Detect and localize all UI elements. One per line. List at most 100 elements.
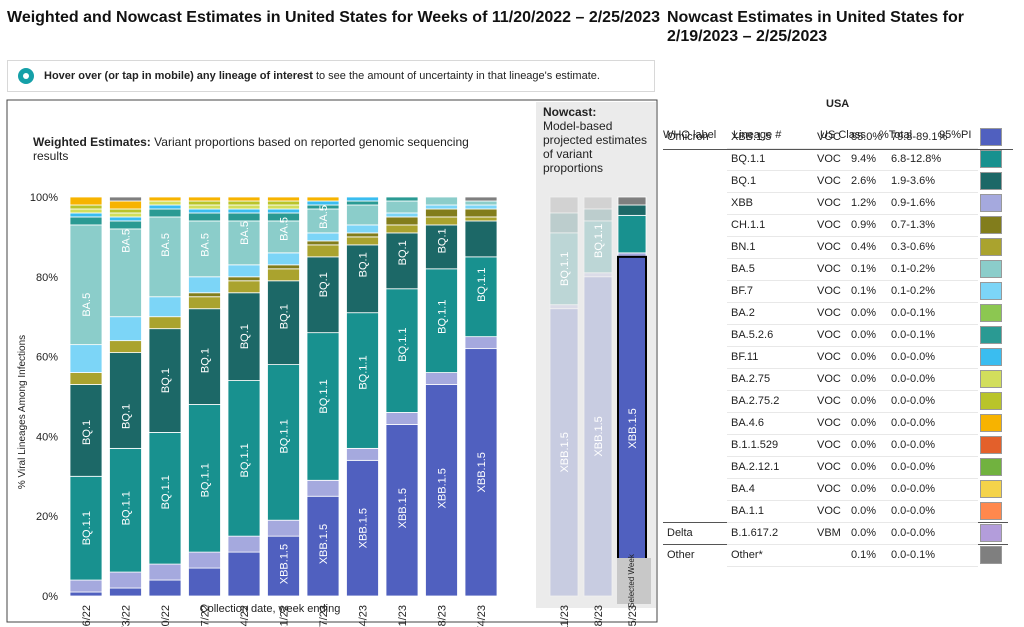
nowcast-bar-segment-bq-1[interactable] <box>549 212 579 234</box>
weighted-bar-segment-xbb-1-5[interactable] <box>227 551 261 597</box>
lineage-row[interactable]: BA.2.75 VOC 0.0% 0.0-0.0% <box>663 368 1008 391</box>
weighted-bar-segment-ba-2-75-2[interactable] <box>109 208 142 214</box>
weighted-bar-segment-bf-7[interactable] <box>109 316 142 342</box>
weighted-bar-segment-ba-2-75[interactable] <box>227 204 261 210</box>
nowcast-bar-segment-xbb-1-5[interactable] <box>549 308 579 597</box>
lineage-row[interactable]: XBB VOC 1.2% 0.9-1.6% <box>663 192 1008 215</box>
nowcast-bar-segment-bq-1[interactable] <box>617 204 647 216</box>
weighted-bar-segment-bf-11[interactable] <box>346 196 379 202</box>
weighted-bar-segment-ba-5[interactable] <box>464 200 498 206</box>
lineage-row[interactable]: BA.5 VOC 0.1% 0.1-0.2% <box>663 258 1008 281</box>
weighted-bar-segment-bf-11[interactable] <box>188 208 221 214</box>
weighted-bar-segment-bq-1-1[interactable] <box>188 404 221 553</box>
lineage-row[interactable]: BQ.1 VOC 2.6% 1.9-3.6% <box>663 170 1008 193</box>
lineage-row[interactable]: Other Other* 0.1% 0.0-0.1% <box>663 543 1008 567</box>
nowcast-bar-segment-other[interactable] <box>549 196 579 214</box>
lineage-row[interactable]: BA.4.6 VOC 0.0% 0.0-0.0% <box>663 412 1008 435</box>
weighted-bar-segment-xbb-1-5[interactable] <box>188 567 221 597</box>
weighted-bar-segment-ba-5[interactable] <box>346 204 379 226</box>
weighted-bar-segment-xbb[interactable] <box>69 579 103 593</box>
weighted-bar-segment-bf-11[interactable] <box>109 216 142 222</box>
weighted-bar-segment-xbb[interactable] <box>425 372 458 385</box>
weighted-bar-segment-ch-1-1[interactable] <box>227 276 261 282</box>
lineage-row[interactable]: B.1.1.529 VOC 0.0% 0.0-0.0% <box>663 434 1008 457</box>
weighted-bar-segment-bn-1[interactable] <box>346 236 379 246</box>
weighted-bar-segment-bq-1-1[interactable] <box>148 432 182 565</box>
weighted-bar-segment-bq-1-1[interactable] <box>346 312 379 449</box>
nowcast-bar-segment-bq-1-1[interactable] <box>583 220 613 274</box>
weighted-bar-segment-bq-1[interactable] <box>306 256 340 334</box>
weighted-bar-segment-bn-1[interactable] <box>69 372 103 385</box>
weighted-bar-segment-xbb-1-5[interactable] <box>346 459 379 597</box>
weighted-bar-segment-xbb[interactable] <box>227 535 261 553</box>
weighted-bar-segment-ba-5[interactable] <box>148 216 182 298</box>
lineage-row[interactable]: Omicron XBB.1.5 VOC 85.0% 79.8-89.1% <box>663 126 1008 149</box>
selected-week-tag[interactable] <box>617 558 651 604</box>
weighted-bar-segment-bf-7[interactable] <box>385 212 419 218</box>
weighted-bar-segment-bn-1[interactable] <box>227 280 261 294</box>
weighted-bar-segment-bq-1[interactable] <box>267 280 300 365</box>
weighted-bar-segment-ba-2-75[interactable] <box>188 204 221 210</box>
weighted-bar-segment-bn-1[interactable] <box>385 224 419 234</box>
nowcast-bar-segment-xbb[interactable] <box>583 272 613 278</box>
weighted-bar-segment-xbb[interactable] <box>148 563 182 581</box>
weighted-bar-segment-xbb[interactable] <box>385 412 419 425</box>
weighted-bar-segment-ba-4-6[interactable] <box>227 196 261 202</box>
weighted-bar-segment-ch-1-1[interactable] <box>385 216 419 226</box>
lineage-row[interactable]: BA.2.12.1 VOC 0.0% 0.0-0.0% <box>663 456 1008 479</box>
weighted-bar-segment-ba-2-75-2[interactable] <box>227 200 261 206</box>
weighted-bar-segment-ba-2-75[interactable] <box>69 208 103 214</box>
nowcast-bar-segment-bq-1-1[interactable] <box>617 214 647 254</box>
weighted-bar-segment-xbb-1-5[interactable] <box>69 591 103 597</box>
nowcast-bar-segment-bq-1-1[interactable] <box>549 232 579 306</box>
weighted-bar-segment-bn-1[interactable] <box>148 316 182 330</box>
weighted-bar-segment-ch-1-1[interactable] <box>346 232 379 238</box>
weighted-bar-segment-ba-4-6[interactable] <box>306 196 340 202</box>
weighted-bar-segment-ba-4-6[interactable] <box>188 196 221 202</box>
weighted-bar-segment-ba-5[interactable] <box>227 220 261 266</box>
weighted-bar-segment-bq-1-1[interactable] <box>306 332 340 481</box>
weighted-bar-segment-xbb[interactable] <box>346 447 379 461</box>
weighted-bar-segment-bf-7[interactable] <box>425 204 458 210</box>
weighted-bar-segment-ch-1-1[interactable] <box>425 208 458 218</box>
weighted-bar-segment-xbb-1-5[interactable] <box>109 587 142 597</box>
nowcast-bar-segment-other[interactable] <box>617 196 647 206</box>
weighted-bar-segment-ba-5[interactable] <box>385 200 419 214</box>
weighted-bar-segment-bf-7[interactable] <box>267 252 300 266</box>
nowcast-bar-segment-xbb-1-5[interactable] <box>583 276 613 597</box>
weighted-bar-segment-xbb-1-5[interactable] <box>464 348 498 597</box>
weighted-bar-segment-bq-1[interactable] <box>346 244 379 314</box>
weighted-bar-segment-xbb-1-5[interactable] <box>425 384 458 597</box>
weighted-bar-segment-bf-7[interactable] <box>148 296 182 318</box>
weighted-bar-segment-bq-1[interactable] <box>425 224 458 270</box>
weighted-bar-segment-ba-5[interactable] <box>267 220 300 254</box>
lineage-row[interactable]: BA.2.75.2 VOC 0.0% 0.0-0.0% <box>663 390 1008 413</box>
weighted-bar-segment-xbb[interactable] <box>306 479 340 497</box>
lineage-row[interactable]: BQ.1.1 VOC 9.4% 6.8-12.8% <box>663 148 1008 171</box>
weighted-bar-segment-bq-1[interactable] <box>109 352 142 449</box>
weighted-bar-segment-other[interactable] <box>109 196 142 202</box>
weighted-bar-segment-ch-1-1[interactable] <box>464 208 498 218</box>
lineage-row[interactable]: BF.11 VOC 0.0% 0.0-0.0% <box>663 346 1008 369</box>
weighted-bar-segment-bn-1[interactable] <box>267 268 300 282</box>
weighted-bar-segment-bn-1[interactable] <box>109 340 142 354</box>
weighted-bar-segment-ba-5-2-6[interactable] <box>69 216 103 226</box>
weighted-bar-segment-bf-7[interactable] <box>346 224 379 234</box>
weighted-bar-segment-xbb[interactable] <box>188 551 221 569</box>
weighted-bar-segment-bf-7[interactable] <box>69 344 103 373</box>
weighted-bar-segment-ba-4-6[interactable] <box>148 196 182 202</box>
weighted-bar-segment-ba-5-2-6[interactable] <box>109 220 142 230</box>
weighted-bar-segment-bf-11[interactable] <box>69 212 103 218</box>
weighted-bar-segment-ba-2-75[interactable] <box>148 200 182 206</box>
weighted-bar-segment-ba-2-75-2[interactable] <box>188 200 221 206</box>
lineage-row[interactable]: BA.4 VOC 0.0% 0.0-0.0% <box>663 478 1008 501</box>
weighted-bar-segment-bq-1-1[interactable] <box>267 364 300 521</box>
lineage-row[interactable]: BA.1.1 VOC 0.0% 0.0-0.0% <box>663 500 1008 523</box>
weighted-bar-segment-ba-4-6[interactable] <box>109 200 142 210</box>
weighted-bar-segment-ba-5[interactable] <box>425 196 458 206</box>
nowcast-bar-segment-xbb[interactable] <box>549 304 579 310</box>
nowcast-bar-segment-bq-1[interactable] <box>583 208 613 222</box>
lineage-row[interactable]: CH.1.1 VOC 0.9% 0.7-1.3% <box>663 214 1008 237</box>
weighted-bar-segment-ba-5[interactable] <box>188 220 221 278</box>
weighted-bar-segment-other[interactable] <box>464 196 498 202</box>
